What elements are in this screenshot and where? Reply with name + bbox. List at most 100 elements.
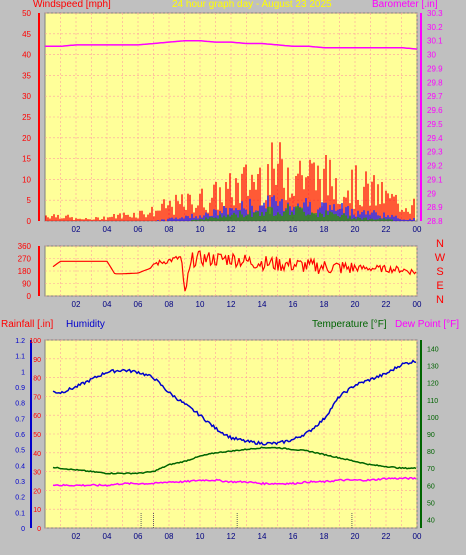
wind-y-tick-label: 35	[22, 71, 31, 80]
climate-x-tick-label: 22	[382, 532, 391, 541]
graph-title: 24 hour graph day - August 23 2025	[172, 0, 332, 10]
temperature-y-tick-label: 90	[427, 432, 435, 439]
compass-label: N	[436, 294, 444, 306]
baro-y-tick-label: 29.3	[427, 148, 443, 157]
direction-y-tick-label: 0	[27, 292, 32, 301]
barometer-axis-title: Barometer [.in]	[372, 0, 438, 10]
wind-y-tick-label: 10	[22, 175, 31, 184]
temperature-y-tick-label: 130	[427, 364, 439, 371]
humidity-y-tick-label: 40	[33, 451, 41, 458]
direction-y-tick-label: 90	[22, 280, 31, 289]
climate-x-tick-label: 10	[196, 532, 205, 541]
baro-y-tick-label: 30	[427, 51, 436, 60]
direction-x-tick-label: 04	[103, 300, 112, 309]
rainfall-y-tick-label: 0.7	[15, 416, 25, 423]
direction-x-tick-label: 06	[134, 300, 143, 309]
baro-y-tick-label: 30.3	[427, 9, 443, 18]
temperature-y-tick-label: 100	[427, 415, 439, 422]
direction-x-tick-label: 20	[351, 300, 360, 309]
baro-y-tick-label: 29.9	[427, 64, 443, 73]
compass-label: S	[436, 266, 443, 278]
humidity-y-tick-label: 70	[33, 394, 41, 401]
temperature-y-tick-label: 120	[427, 381, 439, 388]
rainfall-y-tick-label: 1	[21, 369, 25, 376]
wind-y-tick-label: 40	[22, 51, 31, 60]
rainfall-y-tick-label: 0.4	[15, 463, 25, 470]
baro-y-tick-label: 29	[427, 189, 436, 198]
rainfall-y-tick-label: 1.2	[15, 338, 25, 345]
wind-y-tick-label: 15	[22, 155, 31, 164]
direction-y-tick-label: 270	[18, 255, 32, 264]
humidity-y-tick-label: 80	[33, 376, 41, 383]
wind-y-tick-label: 30	[22, 92, 31, 101]
direction-x-tick-label: 12	[227, 300, 236, 309]
rainfall-y-tick-label: 0.8	[15, 401, 25, 408]
wind-y-tick-label: 5	[27, 196, 32, 205]
temperature-axis-title: Temperature [°F]	[312, 319, 387, 330]
baro-y-tick-label: 28.8	[427, 217, 443, 226]
humidity-y-tick-label: 10	[33, 507, 41, 514]
wind-y-tick-label: 0	[27, 217, 32, 226]
wind-x-tick-label: 18	[320, 225, 329, 234]
rainfall-y-tick-label: 0.9	[15, 385, 25, 392]
rainfall-y-tick-label: 0.6	[15, 432, 25, 439]
wind-x-tick-label: 22	[382, 225, 391, 234]
wind-x-tick-label: 20	[351, 225, 360, 234]
direction-x-tick-label: 10	[196, 300, 205, 309]
direction-x-tick-label: 16	[289, 300, 298, 309]
baro-y-tick-label: 30.1	[427, 37, 443, 46]
temperature-y-tick-label: 140	[427, 347, 439, 354]
humidity-y-tick-label: 90	[33, 357, 41, 364]
wind-x-tick-label: 14	[258, 225, 267, 234]
wind-x-tick-label: 04	[103, 225, 112, 234]
climate-x-tick-label: 02	[72, 532, 81, 541]
wind-x-tick-label: 10	[196, 225, 205, 234]
humidity-line	[52, 359, 417, 446]
climate-x-tick-label: 20	[351, 532, 360, 541]
dewpoint-axis-title: Dew Point [°F]	[395, 319, 460, 330]
compass-label: W	[435, 252, 446, 264]
direction-y-tick-label: 360	[18, 242, 32, 251]
barometer-line	[45, 39, 418, 50]
wind-x-tick-label: 08	[165, 225, 174, 234]
temperature-y-tick-label: 110	[427, 398, 438, 405]
direction-x-tick-label: 02	[72, 300, 81, 309]
climate-x-tick-label: 18	[320, 532, 329, 541]
rainfall-y-tick-label: 0.3	[15, 479, 25, 486]
climate-x-tick-label: 00	[413, 532, 422, 541]
climate-x-tick-label: 16	[289, 532, 298, 541]
direction-x-tick-label: 18	[320, 300, 329, 309]
rainfall-y-tick-label: 0.1	[15, 510, 25, 517]
rainfall-y-tick-label: 1.1	[15, 354, 25, 361]
direction-x-tick-label: 08	[165, 300, 174, 309]
wind-x-tick-label: 06	[134, 225, 143, 234]
humidity-y-tick-label: 20	[33, 488, 41, 495]
direction-x-tick-label: 22	[382, 300, 391, 309]
baro-y-tick-label: 29.5	[427, 120, 443, 129]
direction-x-tick-label: 00	[413, 300, 422, 309]
wind-x-tick-label: 00	[413, 225, 422, 234]
humidity-axis-title: Humidity	[66, 319, 105, 330]
dewpoint-line	[52, 476, 417, 487]
wind-x-tick-label: 16	[289, 225, 298, 234]
climate-x-tick-label: 06	[134, 532, 143, 541]
humidity-y-tick-label: 0	[37, 526, 41, 533]
baro-y-tick-label: 29.1	[427, 175, 443, 184]
compass-label: E	[436, 280, 443, 292]
wind-y-tick-label: 25	[22, 113, 31, 122]
climate-x-tick-label: 12	[227, 532, 236, 541]
humidity-y-tick-label: 50	[33, 432, 41, 439]
humidity-y-tick-label: 60	[33, 413, 41, 420]
climate-x-tick-label: 08	[165, 532, 174, 541]
temperature-y-tick-label: 50	[427, 500, 435, 507]
humidity-y-tick-label: 100	[29, 338, 41, 345]
temperature-y-tick-label: 60	[427, 483, 435, 490]
baro-y-tick-label: 28.9	[427, 203, 443, 212]
temperature-y-tick-label: 70	[427, 466, 435, 473]
humidity-y-tick-label: 30	[33, 470, 41, 477]
direction-x-tick-label: 14	[258, 300, 267, 309]
wind-y-tick-label: 20	[22, 134, 31, 143]
baro-y-tick-label: 29.8	[427, 78, 443, 87]
baro-y-tick-label: 29.2	[427, 162, 443, 171]
